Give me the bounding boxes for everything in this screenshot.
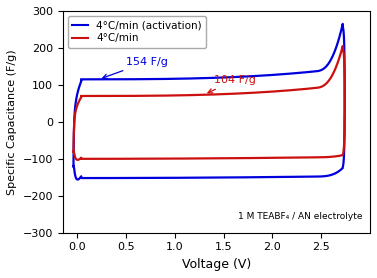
- Legend: 4°C/min (activation), 4°C/min: 4°C/min (activation), 4°C/min: [68, 16, 206, 48]
- Text: 154 F/g: 154 F/g: [103, 57, 168, 78]
- Y-axis label: Specific Capacitance (F/g): Specific Capacitance (F/g): [7, 49, 17, 195]
- Text: 104 F/g: 104 F/g: [208, 75, 256, 93]
- X-axis label: Voltage (V): Voltage (V): [182, 258, 251, 271]
- Text: 1 M TEABF₄ / AN electrolyte: 1 M TEABF₄ / AN electrolyte: [238, 212, 362, 221]
